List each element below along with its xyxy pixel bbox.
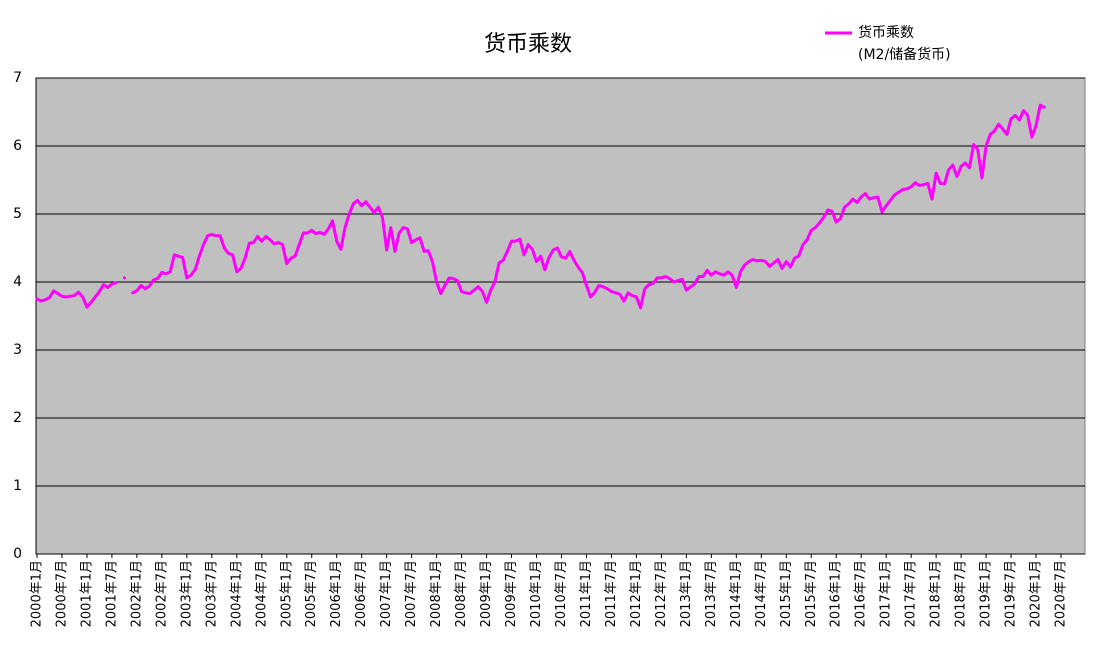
- x-tick-label: 2011年1月: [579, 560, 594, 627]
- x-tick-label: 2004年7月: [254, 560, 269, 627]
- x-tick-label: 2016年7月: [854, 560, 869, 627]
- x-tick-label: 2001年1月: [79, 560, 94, 627]
- x-tick-label: 2001年7月: [104, 560, 119, 627]
- x-tick-label: 2008年1月: [429, 560, 444, 627]
- y-tick-label: 7: [13, 70, 22, 86]
- x-tick-label: 2019年7月: [1004, 560, 1019, 627]
- x-tick-label: 2011年7月: [604, 560, 619, 627]
- x-tick-label: 2018年7月: [954, 560, 969, 627]
- x-tick-label: 2013年7月: [704, 560, 719, 627]
- plot-area: [35, 77, 1086, 555]
- x-tick-label: 2020年1月: [1029, 560, 1044, 627]
- x-tick-label: 2008年7月: [454, 560, 469, 627]
- y-tick-label: 0: [13, 546, 22, 562]
- x-tick-label: 2013年1月: [679, 560, 694, 627]
- data-line: [35, 281, 118, 309]
- x-tick-label: 2012年1月: [629, 560, 644, 627]
- x-tick-label: 2004年1月: [229, 560, 244, 627]
- x-tick-label: 2010年1月: [529, 560, 544, 627]
- x-tick-label: 2009年1月: [479, 560, 494, 627]
- x-tick-label: 2014年7月: [754, 560, 769, 627]
- y-tick-label: 3: [13, 342, 22, 358]
- x-tick-label: 2017年1月: [879, 560, 894, 627]
- legend-subtitle: (M2/储备货币): [858, 46, 951, 63]
- x-tick-label: 2000年7月: [54, 560, 69, 627]
- y-tick-label: 6: [13, 138, 22, 154]
- x-tick-label: 2015年1月: [779, 560, 794, 627]
- x-tick-label: 2018年1月: [929, 560, 944, 627]
- x-tick-label: 2002年7月: [154, 560, 169, 627]
- x-tick-label: 2010年7月: [554, 560, 569, 627]
- x-tick-label: 2005年7月: [304, 560, 319, 627]
- x-tick-label: 2014年1月: [729, 560, 744, 627]
- legend-label: 货币乘数: [858, 24, 914, 41]
- data-line: [131, 103, 1046, 310]
- x-tick-label: 2017年7月: [904, 560, 919, 627]
- chart-title: 货币乘数: [484, 32, 572, 57]
- x-tick-label: 2019年1月: [979, 560, 994, 627]
- y-tick-label: 4: [13, 274, 22, 290]
- y-tick-label: 5: [13, 206, 22, 222]
- x-tick-label: 2020年7月: [1054, 560, 1069, 627]
- x-tick-label: 2016年1月: [829, 560, 844, 627]
- x-tick-label: 2000年1月: [30, 560, 45, 627]
- x-tick-label: 2006年1月: [329, 560, 344, 627]
- x-tick-label: 2007年7月: [404, 560, 419, 627]
- x-tick-label: 2002年1月: [129, 560, 144, 627]
- x-tick-label: 2009年7月: [504, 560, 519, 627]
- x-tick-label: 2003年7月: [204, 560, 219, 627]
- y-tick-label: 1: [13, 478, 22, 494]
- x-tick-label: 2015年7月: [804, 560, 819, 627]
- x-tick-label: 2006年7月: [354, 560, 369, 627]
- x-tick-label: 2012年7月: [654, 560, 669, 627]
- x-tick-label: 2007年1月: [379, 560, 394, 627]
- x-tick-label: 2003年1月: [179, 560, 194, 627]
- x-tick-label: 2005年1月: [279, 560, 294, 627]
- y-tick-label: 2: [13, 410, 22, 426]
